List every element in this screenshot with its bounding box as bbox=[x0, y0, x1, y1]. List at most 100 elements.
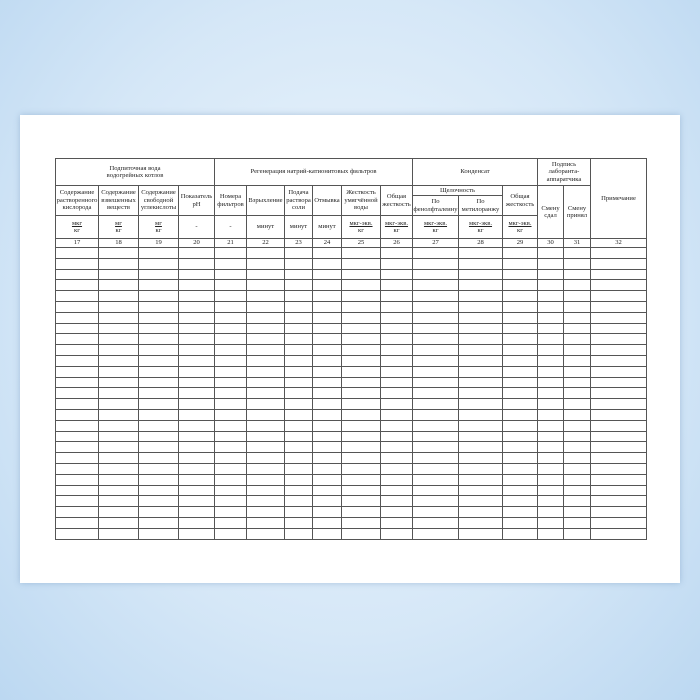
entry-cell[interactable] bbox=[341, 419, 381, 432]
entry-cell[interactable] bbox=[412, 344, 459, 356]
entry-cell[interactable] bbox=[98, 441, 139, 454]
entry-cell[interactable] bbox=[178, 527, 215, 540]
entry-cell[interactable] bbox=[458, 279, 503, 292]
entry-cell[interactable] bbox=[537, 333, 564, 346]
entry-cell[interactable] bbox=[98, 452, 139, 464]
entry-cell[interactable] bbox=[502, 354, 538, 367]
entry-cell[interactable] bbox=[458, 300, 503, 313]
entry-cell[interactable] bbox=[341, 354, 381, 367]
entry-cell[interactable] bbox=[214, 408, 247, 421]
entry-cell[interactable] bbox=[502, 311, 538, 324]
entry-cell[interactable] bbox=[590, 268, 647, 281]
entry-cell[interactable] bbox=[214, 300, 247, 313]
entry-cell[interactable] bbox=[138, 247, 179, 259]
entry-cell[interactable] bbox=[537, 398, 564, 410]
entry-cell[interactable] bbox=[380, 300, 413, 313]
entry-cell[interactable] bbox=[138, 506, 179, 518]
entry-cell[interactable] bbox=[98, 365, 139, 378]
entry-cell[interactable] bbox=[138, 311, 179, 324]
entry-cell[interactable] bbox=[246, 322, 285, 335]
entry-cell[interactable] bbox=[312, 408, 342, 421]
entry-cell[interactable] bbox=[380, 387, 413, 400]
entry-cell[interactable] bbox=[412, 322, 459, 335]
entry-cell[interactable] bbox=[312, 322, 342, 335]
entry-cell[interactable] bbox=[138, 408, 179, 421]
entry-cell[interactable] bbox=[55, 495, 99, 508]
entry-cell[interactable] bbox=[502, 300, 538, 313]
entry-cell[interactable] bbox=[458, 365, 503, 378]
entry-cell[interactable] bbox=[214, 257, 247, 270]
entry-cell[interactable] bbox=[590, 279, 647, 292]
entry-cell[interactable] bbox=[284, 527, 313, 540]
entry-cell[interactable] bbox=[341, 430, 381, 443]
entry-cell[interactable] bbox=[502, 516, 538, 529]
entry-cell[interactable] bbox=[98, 322, 139, 335]
entry-cell[interactable] bbox=[246, 376, 285, 389]
entry-cell[interactable] bbox=[55, 300, 99, 313]
entry-cell[interactable] bbox=[178, 247, 215, 259]
entry-cell[interactable] bbox=[412, 387, 459, 400]
entry-cell[interactable] bbox=[563, 506, 591, 518]
entry-cell[interactable] bbox=[590, 462, 647, 475]
entry-cell[interactable] bbox=[502, 408, 538, 421]
entry-cell[interactable] bbox=[502, 344, 538, 356]
entry-cell[interactable] bbox=[563, 322, 591, 335]
entry-cell[interactable] bbox=[502, 484, 538, 497]
entry-cell[interactable] bbox=[590, 419, 647, 432]
entry-cell[interactable] bbox=[458, 516, 503, 529]
entry-cell[interactable] bbox=[563, 452, 591, 464]
entry-cell[interactable] bbox=[380, 398, 413, 410]
entry-cell[interactable] bbox=[458, 387, 503, 400]
entry-cell[interactable] bbox=[537, 376, 564, 389]
entry-cell[interactable] bbox=[178, 462, 215, 475]
entry-cell[interactable] bbox=[138, 268, 179, 281]
entry-cell[interactable] bbox=[178, 333, 215, 346]
entry-cell[interactable] bbox=[502, 387, 538, 400]
entry-cell[interactable] bbox=[412, 333, 459, 346]
entry-cell[interactable] bbox=[341, 387, 381, 400]
entry-cell[interactable] bbox=[458, 247, 503, 259]
entry-cell[interactable] bbox=[412, 484, 459, 497]
entry-cell[interactable] bbox=[55, 333, 99, 346]
entry-cell[interactable] bbox=[246, 344, 285, 356]
entry-cell[interactable] bbox=[590, 354, 647, 367]
entry-cell[interactable] bbox=[380, 495, 413, 508]
entry-cell[interactable] bbox=[537, 473, 564, 486]
entry-cell[interactable] bbox=[341, 452, 381, 464]
entry-cell[interactable] bbox=[412, 247, 459, 259]
entry-cell[interactable] bbox=[502, 430, 538, 443]
entry-cell[interactable] bbox=[502, 257, 538, 270]
entry-cell[interactable] bbox=[138, 527, 179, 540]
entry-cell[interactable] bbox=[502, 462, 538, 475]
entry-cell[interactable] bbox=[590, 527, 647, 540]
entry-cell[interactable] bbox=[458, 311, 503, 324]
entry-cell[interactable] bbox=[178, 376, 215, 389]
entry-cell[interactable] bbox=[563, 257, 591, 270]
entry-cell[interactable] bbox=[537, 268, 564, 281]
entry-cell[interactable] bbox=[55, 322, 99, 335]
entry-cell[interactable] bbox=[458, 430, 503, 443]
entry-cell[interactable] bbox=[412, 300, 459, 313]
entry-cell[interactable] bbox=[537, 527, 564, 540]
entry-cell[interactable] bbox=[341, 322, 381, 335]
entry-cell[interactable] bbox=[563, 300, 591, 313]
entry-cell[interactable] bbox=[341, 473, 381, 486]
entry-cell[interactable] bbox=[246, 365, 285, 378]
entry-cell[interactable] bbox=[537, 344, 564, 356]
entry-cell[interactable] bbox=[312, 247, 342, 259]
entry-cell[interactable] bbox=[138, 387, 179, 400]
entry-cell[interactable] bbox=[55, 387, 99, 400]
entry-cell[interactable] bbox=[590, 376, 647, 389]
entry-cell[interactable] bbox=[537, 495, 564, 508]
entry-cell[interactable] bbox=[312, 441, 342, 454]
entry-cell[interactable] bbox=[341, 257, 381, 270]
entry-cell[interactable] bbox=[178, 408, 215, 421]
entry-cell[interactable] bbox=[412, 257, 459, 270]
entry-cell[interactable] bbox=[246, 473, 285, 486]
entry-cell[interactable] bbox=[98, 354, 139, 367]
entry-cell[interactable] bbox=[214, 365, 247, 378]
entry-cell[interactable] bbox=[55, 398, 99, 410]
entry-cell[interactable] bbox=[502, 279, 538, 292]
entry-cell[interactable] bbox=[537, 506, 564, 518]
entry-cell[interactable] bbox=[98, 333, 139, 346]
